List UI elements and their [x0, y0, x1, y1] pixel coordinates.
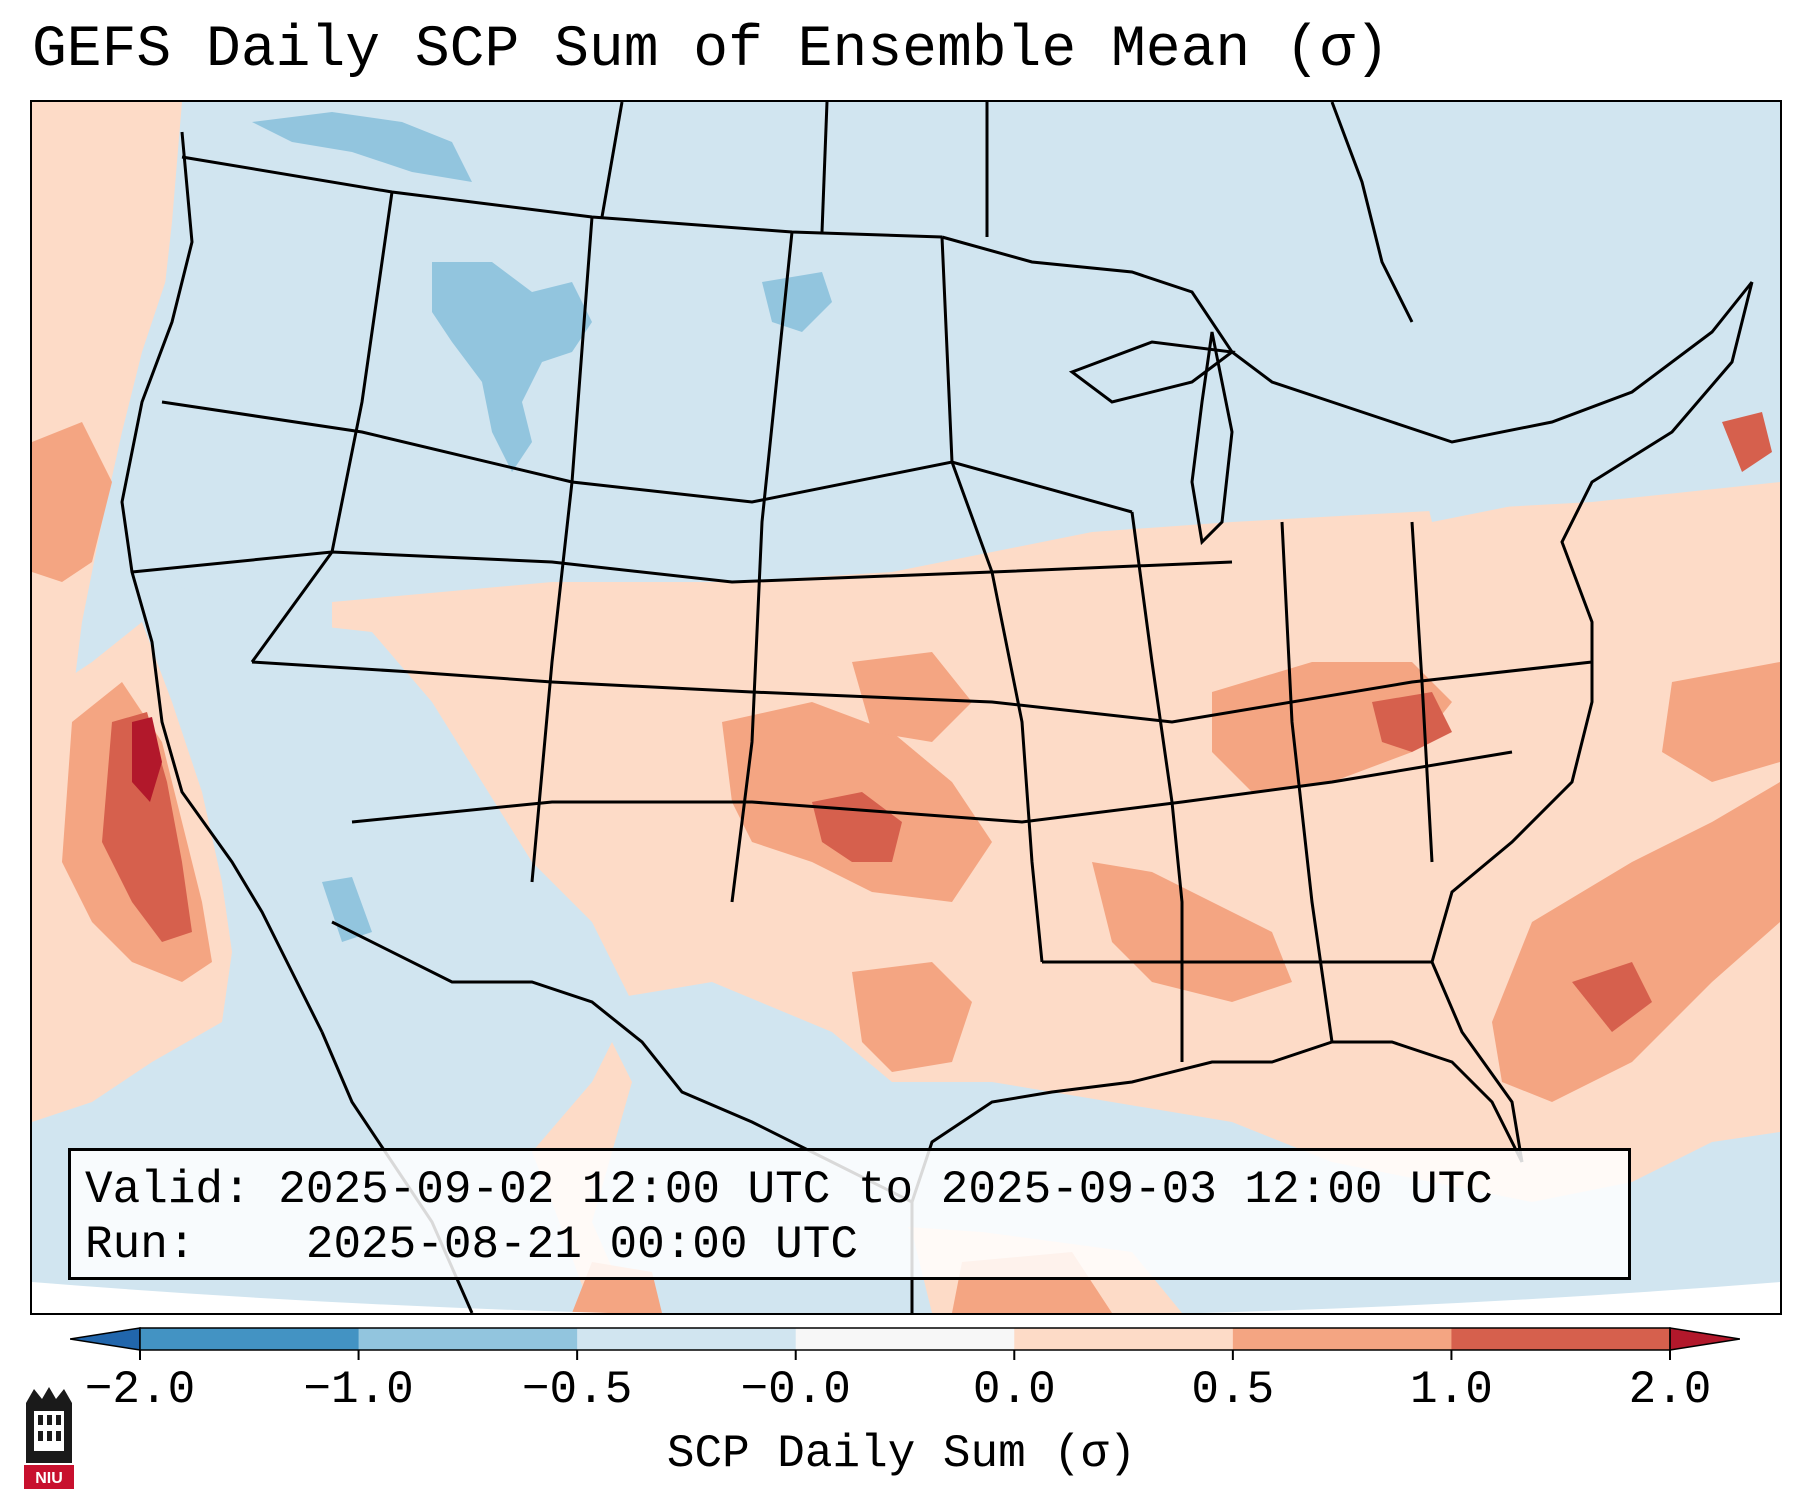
field-neg-baja [322, 877, 372, 942]
state-line-6 [131, 550, 1233, 584]
colorbar-tick-label: −1.0 [303, 1364, 414, 1416]
field-neg-montana [432, 262, 592, 472]
colorbar-bin [1451, 1328, 1671, 1350]
map-panel [30, 100, 1782, 1315]
west-coast [120, 131, 324, 1033]
colorbar-bin [795, 1328, 1015, 1350]
lake-superior [1068, 340, 1236, 404]
colorbar-under-extension [70, 1327, 141, 1351]
projection-mask [32, 1282, 1780, 1313]
colorbar-tick-label: −0.5 [521, 1364, 633, 1416]
niu-logo: NIU [24, 1387, 74, 1489]
colorbar-tick-label: 2.0 [1628, 1364, 1712, 1416]
field-pos-atlantic-north [1662, 662, 1780, 782]
run-label: Run: [85, 1219, 196, 1271]
field-pos-pacific-max [132, 717, 162, 802]
field-pos-mississippi [1092, 862, 1292, 1002]
state-line-11 [1410, 521, 1434, 863]
run-time: 2025-08-21 00:00 UTC [305, 1219, 858, 1271]
canada-province-line-1 [600, 102, 624, 218]
state-line-10 [1280, 521, 1334, 1043]
colorbar-bin [358, 1328, 578, 1350]
colorbar-bin [1232, 1328, 1452, 1350]
state-line-5 [161, 400, 1133, 514]
colorbar-bin [1014, 1328, 1234, 1350]
colorbar-tick-label: −0.0 [740, 1364, 851, 1416]
valid-run-info-box: Valid: 2025-09-02 12:00 UTC to 2025-09-0… [68, 1148, 1631, 1280]
field-pos-atlantic-band [1492, 782, 1780, 1102]
map-title: GEFS Daily SCP Sum of Ensemble Mean (σ) [32, 18, 1390, 83]
hudson-bay-coast [1330, 102, 1414, 323]
colorbar-tick-label: 0.0 [972, 1364, 1056, 1416]
state-line-2 [530, 216, 594, 883]
valid-time: 2025-09-02 12:00 UTC to 2025-09-03 12:00… [278, 1164, 1493, 1216]
field-pos-ohio-valley [1212, 662, 1452, 792]
field-pos-ohio-core [1372, 692, 1452, 752]
state-line-4 [940, 236, 1044, 963]
field-pos-pacific-core [102, 712, 192, 942]
gulf-coast [910, 1040, 1524, 1313]
map-canvas [32, 102, 1780, 1313]
state-line-1 [250, 191, 394, 663]
field-neg-northeast [1412, 342, 1780, 522]
colorbar-bin [577, 1328, 797, 1350]
colorbar-bin [140, 1328, 360, 1350]
great-lakes-outline [941, 235, 1754, 444]
state-line-3 [730, 231, 794, 903]
logo-text: NIU [35, 1470, 63, 1487]
field-pos-pacific-nw-mid [32, 422, 112, 582]
state-line-9 [1130, 511, 1184, 1062]
colorbar-tick-label: 0.5 [1191, 1364, 1275, 1416]
colorbar-over-extension [1669, 1327, 1740, 1351]
colorbar-tick-label: −2.0 [84, 1364, 196, 1416]
field-pos-atlantic-ne [1722, 412, 1772, 472]
colorbar-label: SCP Daily Sum (σ) [666, 1428, 1137, 1480]
field-pos-texas [852, 962, 972, 1072]
field-neg-dakota [762, 272, 832, 332]
colorbar-segments [70, 1327, 1740, 1360]
field-pos-kansas [852, 652, 972, 742]
lake-michigan [1190, 331, 1234, 546]
state-line-7 [251, 660, 1593, 724]
university-logo-icon [24, 1387, 74, 1489]
state-line-8 [351, 750, 1513, 824]
field-neg-southwest [262, 622, 632, 1182]
colorbar-frame [139, 1327, 1671, 1351]
field-neg-bc [252, 112, 472, 182]
valid-label: Valid: [85, 1164, 251, 1216]
field-pos-atlantic-core [1572, 962, 1652, 1032]
east-coast [1430, 281, 1754, 1163]
canada-province-line-2 [820, 102, 829, 233]
colorbar [70, 1327, 1740, 1360]
colorbar-tick-label: 1.0 [1410, 1364, 1493, 1416]
